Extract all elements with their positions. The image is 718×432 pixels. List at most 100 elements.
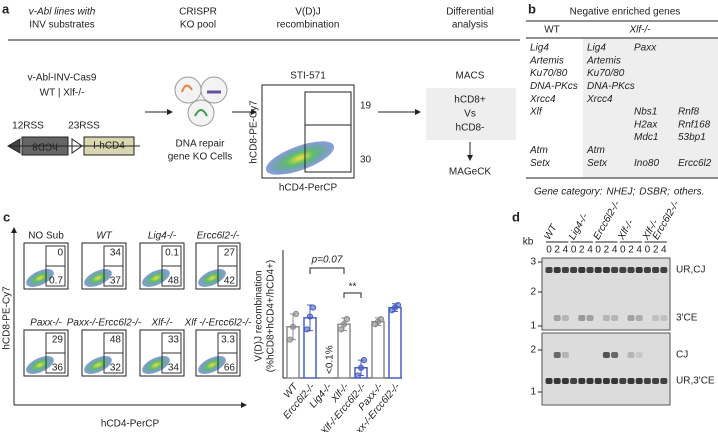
gene: DNA-PKcs [587, 81, 635, 92]
gel-band [660, 267, 668, 273]
group-label: WT [542, 222, 560, 242]
gel-band [660, 378, 668, 384]
legend-item: DSBR; [639, 187, 670, 198]
panel-letter: c [3, 209, 10, 224]
pool-label: gene KO Cells [168, 152, 232, 163]
gate-value: 37 [110, 276, 122, 287]
timepoint: 2 [554, 245, 560, 256]
gene: Setx [530, 158, 551, 169]
column-header: v-Abl lines with [29, 7, 96, 18]
gel-band [611, 267, 619, 273]
ladder-label: 3 [530, 257, 536, 268]
comparison: hCD8+ [454, 95, 486, 106]
timepoint: 0 [546, 245, 552, 256]
timepoint: 2 [628, 245, 634, 256]
gene: Lig4 [587, 43, 606, 54]
ladder-label: 1 [530, 321, 536, 332]
gate-value: 27 [224, 248, 236, 259]
gel-band [652, 267, 660, 273]
group-label: Xlf-/- [616, 217, 637, 242]
gel-band [586, 315, 594, 321]
gel-band [578, 378, 586, 384]
gel-band [652, 378, 660, 384]
gene: DNA-PKcs [530, 81, 578, 92]
bar [388, 306, 402, 379]
column-header: recombination [277, 20, 340, 31]
gate-value: 36 [52, 363, 64, 374]
axis-label: (%hCD8+hCD4+/hCD4+) [266, 260, 277, 373]
gate-value: 48 [110, 335, 122, 346]
ladder-label: 2 [530, 345, 536, 356]
bar [371, 320, 385, 379]
gene: Paxx [634, 43, 657, 54]
gene: Atm [586, 145, 605, 156]
cell-line: v-Abl-INV-Cas9 [28, 73, 97, 84]
gel-band [627, 315, 635, 321]
gel-band [602, 267, 610, 273]
axis-label: hCD8-PE-Cy7 [2, 286, 13, 350]
genotypes: WT | Xlf-/- [40, 88, 85, 99]
band-label: UR,3'CE [676, 376, 715, 387]
gel-band [594, 378, 602, 384]
group-label: Lig4-/- [567, 211, 591, 242]
gel-band [553, 267, 561, 273]
panel-a-shapes [7, 39, 520, 179]
replicate-dot [354, 372, 362, 379]
gene: Lig4 [530, 43, 549, 54]
replicate-dot [357, 364, 365, 371]
replicate-dot [306, 313, 314, 320]
construct-label: hCD8 [32, 140, 58, 151]
axis-label: hCD4-PerCP [101, 419, 160, 430]
panel-b-shapes [526, 20, 718, 179]
timepoint: 2 [604, 245, 610, 256]
gate-value: 19 [360, 101, 372, 112]
gel-band [611, 352, 619, 358]
annotation: ** [349, 282, 357, 293]
gel-band [545, 378, 553, 384]
plot-label: Ercc6l2-/- [197, 231, 240, 242]
plot-label: Lig4-/- [148, 231, 177, 242]
cell-cloud [26, 356, 54, 374]
gel-band [553, 378, 561, 384]
gene: Xrcc4 [586, 94, 613, 105]
gel-band [611, 378, 619, 384]
cell-cloud [142, 269, 170, 287]
gel-band [578, 315, 586, 321]
replicate-dot [292, 310, 300, 318]
bracket [343, 292, 362, 298]
gel-band [578, 267, 586, 273]
gene: Xrcc4 [529, 94, 556, 105]
comparison: Vs [464, 109, 476, 120]
column-header: WT [544, 25, 560, 36]
gel-band [586, 378, 594, 384]
gate-value: 3.3 [221, 335, 235, 346]
gate-value: 34 [110, 248, 122, 259]
group-label: Ercc6l2-/- [651, 199, 682, 242]
gene: Artemis [529, 55, 564, 66]
replicate-dot [340, 321, 348, 328]
plot-label: Paxx-/- [30, 318, 62, 329]
unit: kb [523, 237, 534, 248]
band-label: UR,CJ [676, 265, 705, 276]
timepoint: 0 [620, 245, 626, 256]
timepoint: 0 [571, 245, 577, 256]
tool: MAGeCK [449, 167, 492, 178]
gel-band [635, 315, 643, 321]
gel-band [553, 352, 561, 358]
gel-band [570, 378, 578, 384]
column-header: V(D)J [295, 7, 321, 18]
timepoint: 4 [636, 245, 642, 256]
bracket [309, 267, 345, 274]
gel-band [594, 267, 602, 273]
gel-band [643, 378, 651, 384]
replicate-dot [303, 326, 311, 333]
panel-letter: d [512, 209, 520, 224]
replicate-dot [337, 326, 345, 333]
gel-band [619, 378, 627, 384]
gel-band [635, 267, 643, 273]
gel-band [611, 315, 619, 321]
pool-label: DNA repair [176, 139, 226, 150]
timepoint: 2 [579, 245, 585, 256]
rss-label: 12RSS [12, 121, 44, 132]
